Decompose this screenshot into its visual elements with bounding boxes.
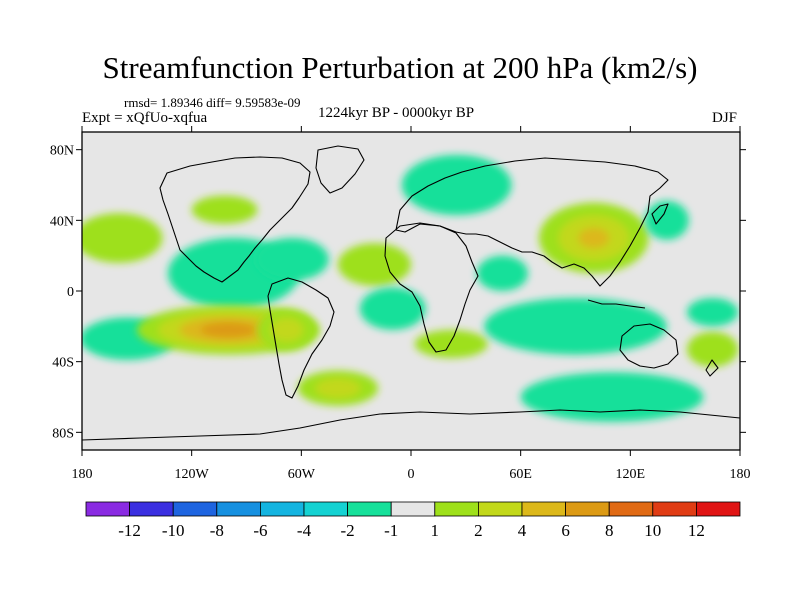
colorbar-swatch — [259, 501, 305, 517]
colorbar-label: 1 — [431, 521, 440, 540]
colorbar-swatch — [477, 501, 523, 517]
x-tick-label: 0 — [408, 467, 415, 482]
anomaly-16 — [686, 331, 739, 367]
anomaly-level — [537, 314, 614, 338]
anomaly-17 — [686, 298, 739, 327]
anomaly-12 — [476, 255, 528, 291]
coastline-south-america — [267, 277, 335, 399]
anomaly-level — [82, 213, 163, 263]
colorbar: -12 -10 -8 -6 -4 -2 -1 1 2 4 6 8 10 12 — [85, 501, 741, 540]
colorbar-label: -10 — [162, 521, 185, 540]
colorbar-label: 6 — [561, 521, 570, 540]
anomaly-18 — [520, 372, 704, 422]
y-tick-label: 40N — [50, 214, 74, 229]
anomaly-level — [520, 372, 704, 422]
stats-text: rmsd= 1.89346 diff= 9.59583e-09 — [124, 95, 301, 110]
season-label: DJF — [712, 110, 738, 126]
anomaly-level — [578, 227, 610, 249]
colorbar-swatch — [608, 501, 654, 517]
anomaly-level — [315, 378, 361, 399]
colorbar-swatch — [565, 501, 610, 517]
colorbar-swatch — [521, 501, 566, 517]
anomaly-8 — [337, 243, 412, 286]
colorbar-swatch — [303, 501, 348, 517]
colorbar-swatch — [129, 501, 174, 517]
anomaly-1 — [255, 238, 329, 281]
colorbar-label: -8 — [210, 521, 224, 540]
anomaly-6 — [82, 213, 163, 263]
anomaly-level — [486, 262, 519, 285]
colorbar-label: 8 — [605, 521, 614, 540]
experiment-label: Expt = xQfUo-xqfua — [82, 110, 208, 126]
y-tick-label: 80S — [52, 426, 74, 441]
colorbar-label: 10 — [644, 521, 661, 540]
anomaly-10 — [414, 329, 488, 359]
x-tick-label: 180 — [730, 467, 751, 482]
anomaly-4 — [257, 308, 316, 352]
coastlines — [82, 145, 740, 441]
colorbar-label: 2 — [474, 521, 483, 540]
coastline-new-zealand — [705, 359, 719, 377]
coastline-indonesia — [587, 299, 646, 309]
coastline-north-america — [159, 156, 311, 283]
y-tick-label: 80N — [50, 144, 74, 159]
anomaly-level — [200, 322, 256, 338]
colorbar-swatch — [696, 501, 741, 517]
colorbar-swatch — [216, 501, 261, 517]
anomaly-level — [686, 331, 739, 367]
anomaly-level — [191, 195, 258, 224]
coastline-eurasia — [395, 157, 669, 287]
coastline-greenland — [315, 145, 365, 194]
colorbar-label: -4 — [297, 521, 312, 540]
anomaly-level — [337, 243, 412, 286]
coastline-australia — [619, 323, 679, 369]
x-tick-label: 180 — [72, 467, 93, 482]
y-tick-label: 0 — [67, 285, 74, 300]
x-tick-label: 60W — [288, 467, 316, 482]
anomaly-level — [686, 298, 739, 327]
period-label: 1224kyr BP - 0000kyr BP — [318, 105, 475, 121]
coastline-japan — [651, 203, 669, 225]
colorbar-label: -6 — [253, 521, 267, 540]
anomaly-5 — [297, 370, 379, 406]
anomaly-level — [270, 317, 304, 342]
colorbar-label: 4 — [518, 521, 527, 540]
anomaly-level — [414, 329, 488, 359]
anomaly-9 — [359, 287, 426, 330]
colorbar-label: -1 — [384, 521, 398, 540]
anomaly-15 — [484, 298, 667, 355]
axis-ticks: 180 120W 60W 0 60E 120E 180 80N 40N 0 40S 80S — [50, 126, 751, 482]
coastline-antarctica — [82, 409, 740, 441]
colorbar-swatch — [85, 501, 130, 517]
colorbar-swatch — [652, 501, 697, 517]
anomaly-level — [401, 154, 512, 216]
anomaly-11 — [401, 154, 512, 216]
anomaly-7 — [191, 195, 258, 224]
anomaly-level — [652, 207, 682, 234]
colorbar-swatch — [434, 501, 479, 517]
x-tick-label: 120W — [175, 467, 210, 482]
colorbar-label: -2 — [341, 521, 355, 540]
colorbar-swatch — [172, 501, 218, 517]
colorbar-label: -12 — [118, 521, 141, 540]
anomaly-level — [265, 243, 319, 275]
x-tick-label: 60E — [509, 467, 532, 482]
y-tick-label: 40S — [52, 356, 74, 371]
x-tick-label: 120E — [616, 467, 646, 482]
chart-title: Streamfunction Perturbation at 200 hPa (… — [102, 50, 698, 85]
colorbar-swatch — [347, 501, 392, 517]
colorbar-swatch — [390, 501, 436, 517]
colorbar-label: 12 — [688, 521, 705, 540]
anomaly-13 — [538, 202, 649, 274]
anomaly-level — [372, 295, 413, 322]
